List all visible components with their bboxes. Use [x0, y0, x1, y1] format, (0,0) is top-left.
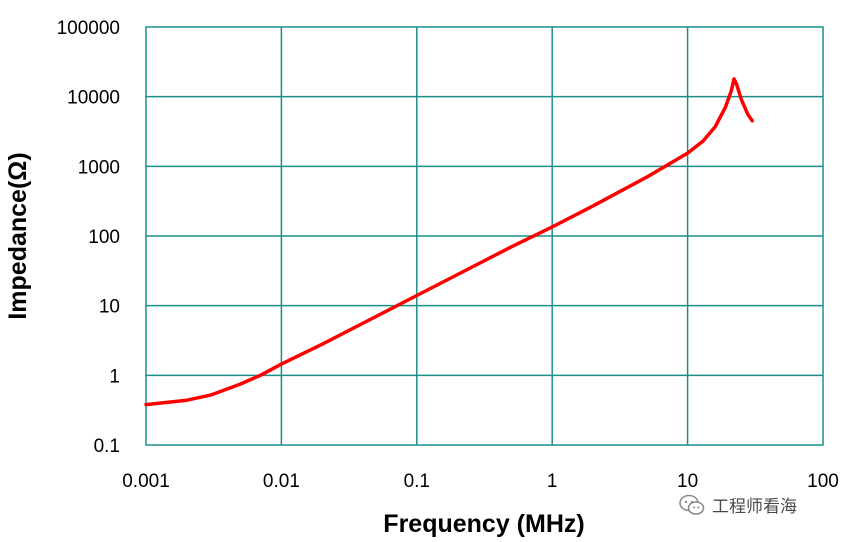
x-tick-labels: 0.001 0.01 0.1 1 10 100	[122, 471, 839, 492]
plot-frame	[145, 26, 824, 446]
y-tick-label: 10	[99, 297, 120, 318]
watermark: 工程师看海	[678, 492, 797, 517]
x-tick-label: 10	[677, 471, 698, 492]
watermark-text: 工程师看海	[712, 497, 797, 517]
y-tick-label: 1	[109, 366, 120, 387]
y-tick-label: 0.1	[94, 436, 120, 457]
impedance-series-line	[144, 77, 754, 407]
y-tick-label: 100000	[57, 18, 120, 39]
x-tick-label: 0.1	[404, 471, 430, 492]
x-tick-label: 100	[807, 471, 839, 492]
x-tick-label: 0.01	[263, 471, 300, 492]
y-tick-label: 1000	[78, 157, 120, 178]
x-tick-label: 0.001	[122, 471, 170, 492]
x-axis-title: Frequency (MHz)	[383, 510, 584, 538]
y-tick-label: 10000	[67, 88, 120, 109]
y-axis-title: Impedance(Ω)	[4, 152, 32, 319]
y-tick-label: 100	[88, 227, 120, 248]
y-tick-labels: 0.1 1 10 100 1000 10000 100000	[57, 18, 120, 457]
wechat-icon	[679, 494, 705, 515]
x-tick-label: 1	[547, 471, 558, 492]
